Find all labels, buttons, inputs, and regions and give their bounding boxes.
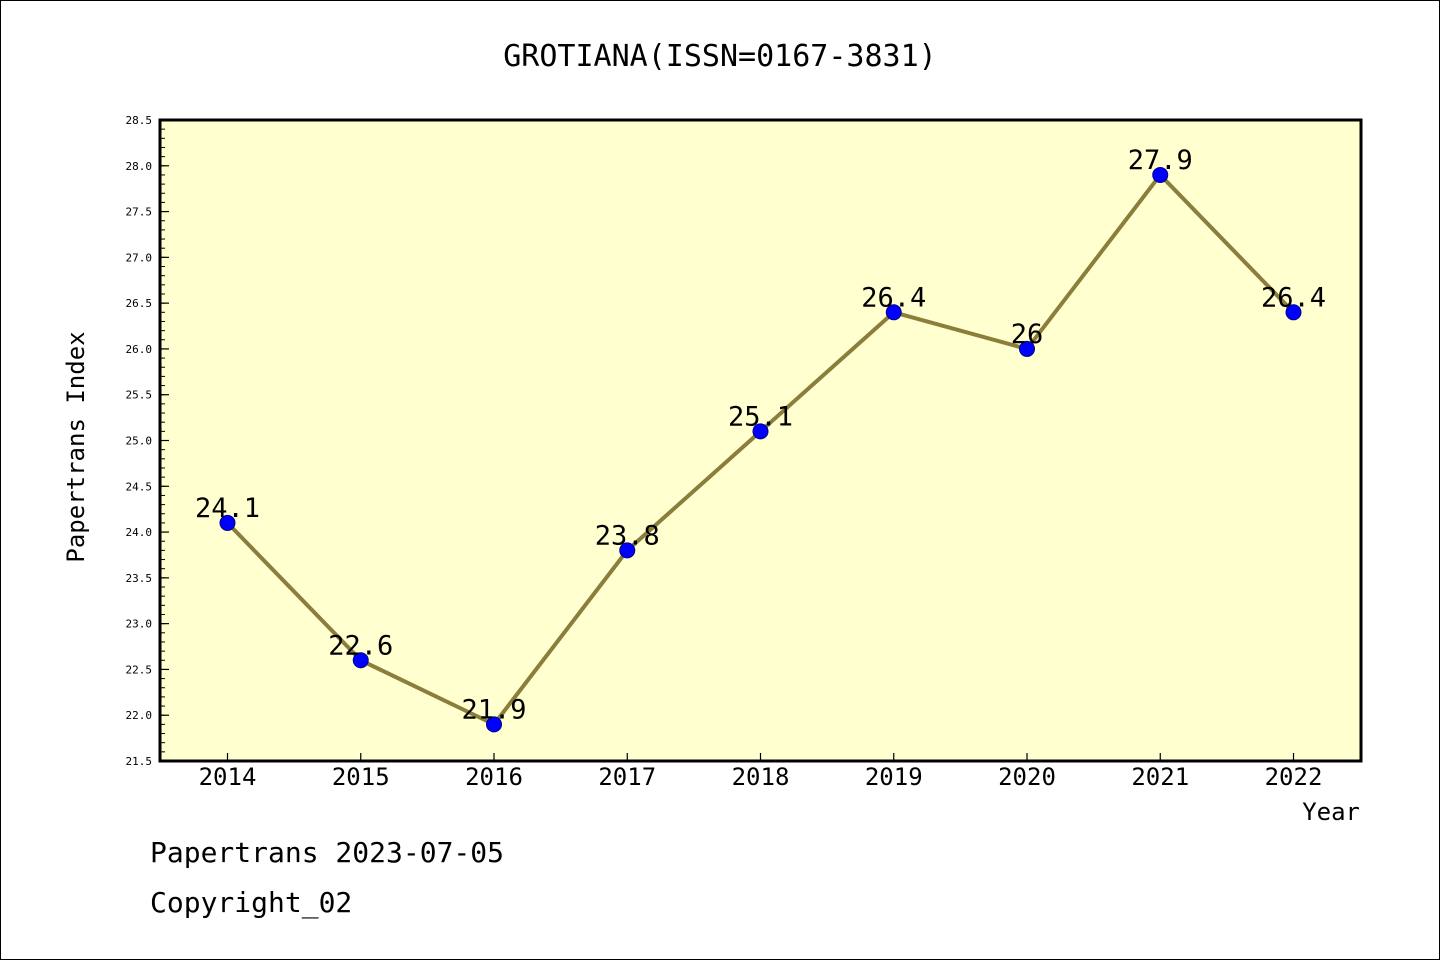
x-tick-label: 2018 — [732, 763, 790, 791]
y-axis-label: Papertrans Index — [62, 331, 90, 562]
data-label: 24.1 — [195, 493, 260, 524]
y-tick-label: 23.0 — [126, 618, 153, 631]
x-tick-label: 2014 — [199, 763, 257, 791]
data-label: 23.8 — [595, 520, 660, 551]
data-point — [619, 542, 636, 559]
x-tick-label: 2017 — [598, 763, 656, 791]
chart-title: GROTIANA(ISSN=0167-3831) — [503, 39, 936, 74]
y-tick-label: 25.5 — [126, 389, 153, 402]
x-tick-label: 2019 — [865, 763, 923, 791]
y-tick-label: 27.0 — [126, 251, 153, 264]
x-axis-label: Year — [1302, 798, 1360, 826]
y-axis: 21.5 22.0 22.5 23.0 23.5 24.0 24.5 25.0 25.5 26.0… — [126, 114, 169, 768]
x-tick-label: 2020 — [998, 763, 1056, 791]
y-tick-label: 22.0 — [126, 709, 153, 722]
y-tick-label: 25.0 — [126, 435, 153, 448]
data-point — [1019, 340, 1035, 357]
data-label: 22.6 — [328, 630, 393, 661]
data-point — [219, 514, 236, 531]
data-label: 21.9 — [461, 694, 526, 725]
data-point — [752, 423, 769, 440]
y-tick-label: 26.0 — [126, 343, 153, 356]
plot-area — [158, 118, 1363, 763]
y-tick-label: 27.5 — [126, 206, 153, 219]
y-tick-label: 24.5 — [126, 480, 153, 493]
data-label: 27.9 — [1128, 145, 1193, 176]
y-tick-label: 22.5 — [126, 663, 153, 676]
footer-date: Papertrans 2023-07-05 — [150, 836, 505, 869]
x-tick-label: 2015 — [332, 763, 390, 791]
x-tick-label: 2021 — [1131, 763, 1189, 791]
series-layer: 24.1 22.6 21.9 23.8 25.1 26.4 26 27.9 26.4 — [195, 145, 1326, 733]
y-tick-label: 26.5 — [126, 297, 153, 310]
x-tick-label: 2022 — [1265, 763, 1323, 791]
data-label: 26.4 — [1261, 282, 1326, 313]
y-tick-label: 23.5 — [126, 572, 153, 585]
data-label: 26.4 — [861, 282, 926, 313]
data-label: 25.1 — [728, 401, 793, 432]
data-point — [486, 716, 502, 733]
data-point — [885, 304, 902, 321]
footer-copyright: Copyright_02 — [150, 886, 353, 919]
x-axis: 2014 2015 2016 2017 2018 2019 2020 2021 2022 — [199, 753, 1323, 791]
y-tick-label: 21.5 — [126, 755, 153, 768]
y-tick-label: 28.5 — [126, 114, 153, 127]
y-tick-label: 24.0 — [126, 526, 153, 539]
data-label: 26 — [1011, 319, 1044, 350]
x-tick-label: 2016 — [465, 763, 523, 791]
y-tick-label: 28.0 — [126, 160, 153, 173]
data-point — [352, 652, 369, 669]
data-point — [1152, 166, 1169, 183]
data-point — [1285, 304, 1302, 321]
